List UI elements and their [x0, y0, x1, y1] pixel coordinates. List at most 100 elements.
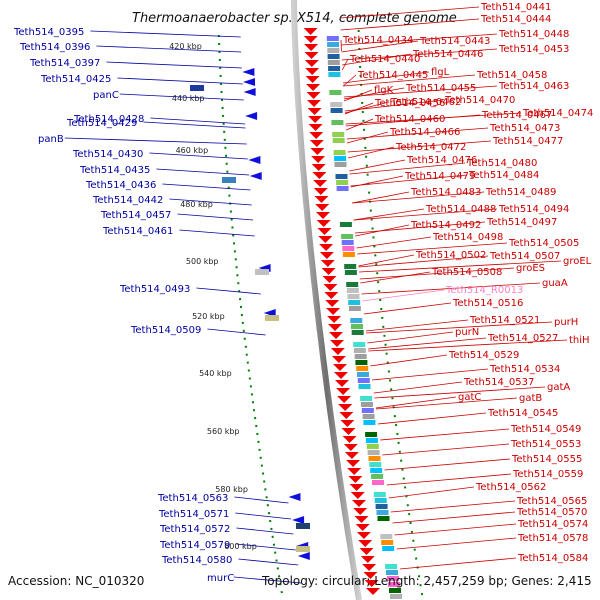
left-gene-label[interactable]: panB	[38, 134, 64, 145]
right-gene-label[interactable]: Teth514_0477	[492, 136, 563, 147]
right-gene-label[interactable]: flgK	[374, 85, 394, 96]
right-gene-label[interactable]: Teth514_0483	[410, 187, 481, 198]
left-gene-label[interactable]: Teth514_0571	[158, 509, 229, 520]
right-gene-label[interactable]: Teth514_0473	[489, 123, 560, 134]
right-gene-label[interactable]: Teth514_0497	[486, 217, 557, 228]
left-gene-label[interactable]: Teth514_0572	[159, 524, 230, 535]
left-gene-label[interactable]: Teth514_0435	[79, 165, 150, 176]
left-gene-label[interactable]: Teth514_0397	[29, 58, 100, 69]
right-gene-label[interactable]: Teth514_0549	[510, 424, 581, 435]
right-gene-label[interactable]: Teth514_0463	[498, 81, 569, 92]
right-gene-label[interactable]: Teth514_0448	[498, 29, 569, 40]
right-gene-label[interactable]: Teth514_0455	[405, 83, 476, 94]
right-gene-label[interactable]: Teth514_0472	[395, 142, 466, 153]
left-gene-label[interactable]: Teth514_0395	[13, 27, 84, 38]
right-gene-label[interactable]: Teth514_0584	[517, 553, 588, 564]
left-gene-label[interactable]: Teth514_0425	[40, 74, 111, 85]
right-gene-label[interactable]: purN	[455, 327, 479, 338]
right-gene-label[interactable]: Teth514_0508	[431, 267, 502, 278]
left-gene-label[interactable]: Teth514_0580	[161, 555, 232, 566]
right-gene-label[interactable]: Teth514_0466	[389, 127, 460, 138]
right-gene-label[interactable]: Teth514_0441	[480, 2, 551, 13]
right-gene-label[interactable]: Teth514_0570	[516, 507, 587, 518]
right-gene-label[interactable]: Teth514_0462	[390, 97, 461, 108]
right-gene-label[interactable]: Teth514_0443	[419, 36, 490, 47]
right-gene-label[interactable]: Teth514_0444	[480, 14, 551, 25]
right-gene-label[interactable]: Teth514_0559	[512, 469, 583, 480]
right-gene-label[interactable]: Teth514_0453	[498, 44, 569, 55]
right-gene-label[interactable]: Teth514_0458	[476, 70, 547, 81]
right-label-connector	[348, 146, 395, 159]
left-gene-label[interactable]: murC	[207, 573, 234, 584]
right-gene-label[interactable]: Teth514_0440	[349, 54, 420, 65]
right-gene-label[interactable]: Teth514_0507	[489, 251, 560, 262]
right-gene-label[interactable]: Teth514_0456	[374, 98, 445, 109]
left-gene-label[interactable]: Teth514_0436	[85, 180, 156, 191]
right-gene-label[interactable]: Teth514_0498	[432, 232, 503, 243]
right-gene-label[interactable]: Teth514_0545	[487, 408, 558, 419]
right-gene-label[interactable]: purH	[554, 317, 578, 328]
right-gene-label[interactable]: gatB	[519, 393, 542, 404]
left-gene-label[interactable]: Teth514_0509	[130, 325, 201, 336]
right-gene-label[interactable]: Teth514_0479	[404, 171, 475, 182]
right-gene-label[interactable]: Teth514_0516	[452, 298, 523, 309]
right-gene-label[interactable]: Teth514_0521	[469, 315, 540, 326]
right-gene-label[interactable]: Teth514_0467	[481, 110, 552, 121]
right-gene-label[interactable]: groES	[516, 263, 545, 274]
right-gene-label[interactable]: Teth514_0562	[475, 482, 546, 493]
right-gene-label[interactable]: Teth514_0492	[410, 220, 481, 231]
right-gene-label[interactable]: Teth514_0494	[498, 204, 569, 215]
right-gene-label[interactable]: Teth514_0502	[415, 250, 486, 261]
left-gene-label[interactable]: Teth514_0493	[119, 284, 190, 295]
right-gene-label[interactable]: Teth514_0480	[466, 158, 537, 169]
right-gene-label[interactable]: Teth514_0578	[517, 533, 588, 544]
right-label-connector	[384, 458, 511, 471]
right-gene-label[interactable]: thiH	[569, 335, 590, 346]
right-gene-label[interactable]: Teth514_0565	[516, 496, 587, 507]
reverse-gene-arrow	[292, 516, 305, 524]
left-gene-label[interactable]: Teth514_0429	[66, 118, 137, 129]
right-gene-label[interactable]: Teth514_R0013	[445, 285, 523, 296]
right-gene-label[interactable]: Teth514_0460	[374, 114, 445, 125]
scale-dots	[217, 34, 284, 596]
right-gene-label[interactable]: Teth514_0446	[412, 49, 483, 60]
right-gene-label[interactable]: groEL	[563, 256, 592, 267]
cog-segment	[341, 240, 354, 245]
right-gene-label[interactable]: Teth514_0553	[510, 439, 581, 450]
right-gene-label[interactable]: guaA	[542, 278, 568, 289]
right-gene-label[interactable]: Teth514_0488	[425, 204, 496, 215]
right-gene-label[interactable]: Teth514_0505	[508, 238, 579, 249]
right-gene-label[interactable]: Teth514_0470	[444, 95, 515, 106]
right-gene-label[interactable]: Teth514_0537	[463, 377, 534, 388]
forward-gene-arrow	[363, 572, 378, 579]
left-gene-label[interactable]: Teth514_0461	[102, 226, 173, 237]
right-gene-label[interactable]: Teth514_0445	[357, 70, 428, 81]
right-gene-label[interactable]: Teth514_0534	[489, 364, 560, 375]
left-gene-label[interactable]: Teth514_0563	[157, 493, 228, 504]
right-gene-label[interactable]: gatC	[458, 392, 481, 403]
forward-gene-arrow	[313, 188, 328, 195]
right-gene-label[interactable]: Teth514_0529	[448, 350, 519, 361]
right-gene-label[interactable]: gatA	[547, 382, 570, 393]
left-gene-label[interactable]: Teth514_0442	[92, 195, 163, 206]
right-gene-label[interactable]: Teth514_0474	[522, 108, 593, 119]
right-gene-label[interactable]: flgL	[431, 67, 450, 78]
left-gene-label[interactable]: Teth514_0430	[72, 149, 143, 160]
forward-gene-arrow	[344, 452, 359, 459]
left-gene-label[interactable]: Teth514_0457	[100, 210, 171, 221]
right-gene-label[interactable]: Teth514_0555	[511, 454, 582, 465]
forward-gene-arrow	[320, 260, 335, 267]
right-gene-label[interactable]: Teth514_0476	[406, 155, 477, 166]
right-gene-label[interactable]: Teth514_0574	[517, 519, 588, 530]
forward-gene-arrow	[306, 84, 321, 91]
left-gene-label[interactable]: Teth514_0579	[159, 540, 230, 551]
right-gene-label[interactable]: Teth514_0434	[342, 35, 413, 46]
right-gene-label[interactable]: Teth514_0484	[468, 170, 539, 181]
left-gene-label[interactable]: Teth514_0428	[73, 114, 144, 125]
left-gene-label[interactable]: Teth514_0396	[19, 42, 90, 53]
left-gene-label[interactable]: panC	[93, 90, 119, 101]
right-gene-label[interactable]: Teth514_0527	[487, 333, 558, 344]
left-label-connector	[90, 30, 241, 38]
forward-gene-arrow	[326, 308, 341, 315]
right-gene-label[interactable]: Teth514_0489	[485, 187, 556, 198]
